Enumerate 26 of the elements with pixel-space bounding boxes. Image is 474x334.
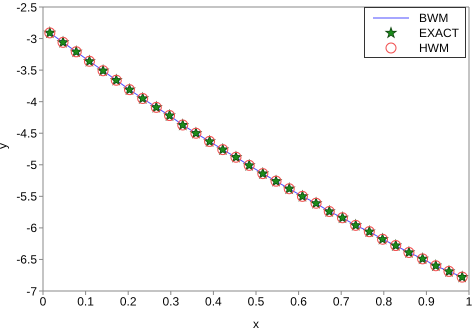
x-tick-label: 0.3 [162,294,180,309]
x-tick-label: 0.9 [418,294,436,309]
x-tick-label: 0.2 [120,294,137,309]
x-tick-label: 0 [40,294,47,309]
legend-label: EXACT [418,26,459,40]
y-tick-label: -6 [26,221,38,236]
y-tick-label: -6.5 [16,252,38,267]
x-tick-label: 0.5 [248,294,265,309]
x-tick-label: 0.7 [332,294,350,309]
y-tick-label: -5 [26,158,38,172]
y-tick-label: -3 [26,32,38,46]
legend-label: HWM [418,40,449,54]
x-tick-label: 0.8 [375,294,392,309]
y-tick-label: -7 [26,284,38,298]
y-axis-title: y [0,143,10,149]
x-axis-title: x [253,317,259,331]
x-tick-label: 1 [466,294,473,309]
y-tick-label: -4 [26,94,38,109]
y-tick-label: -3.5 [16,63,38,78]
y-tick-label: -5.5 [16,190,38,204]
x-tick-label: 0.4 [205,294,222,309]
x-tick-label: 0.1 [77,294,94,309]
y-tick-label: -4.5 [16,126,38,140]
legend-label: BWM [418,10,448,24]
y-tick-label: -2.5 [16,0,38,14]
x-tick-label: 0.6 [290,294,308,309]
